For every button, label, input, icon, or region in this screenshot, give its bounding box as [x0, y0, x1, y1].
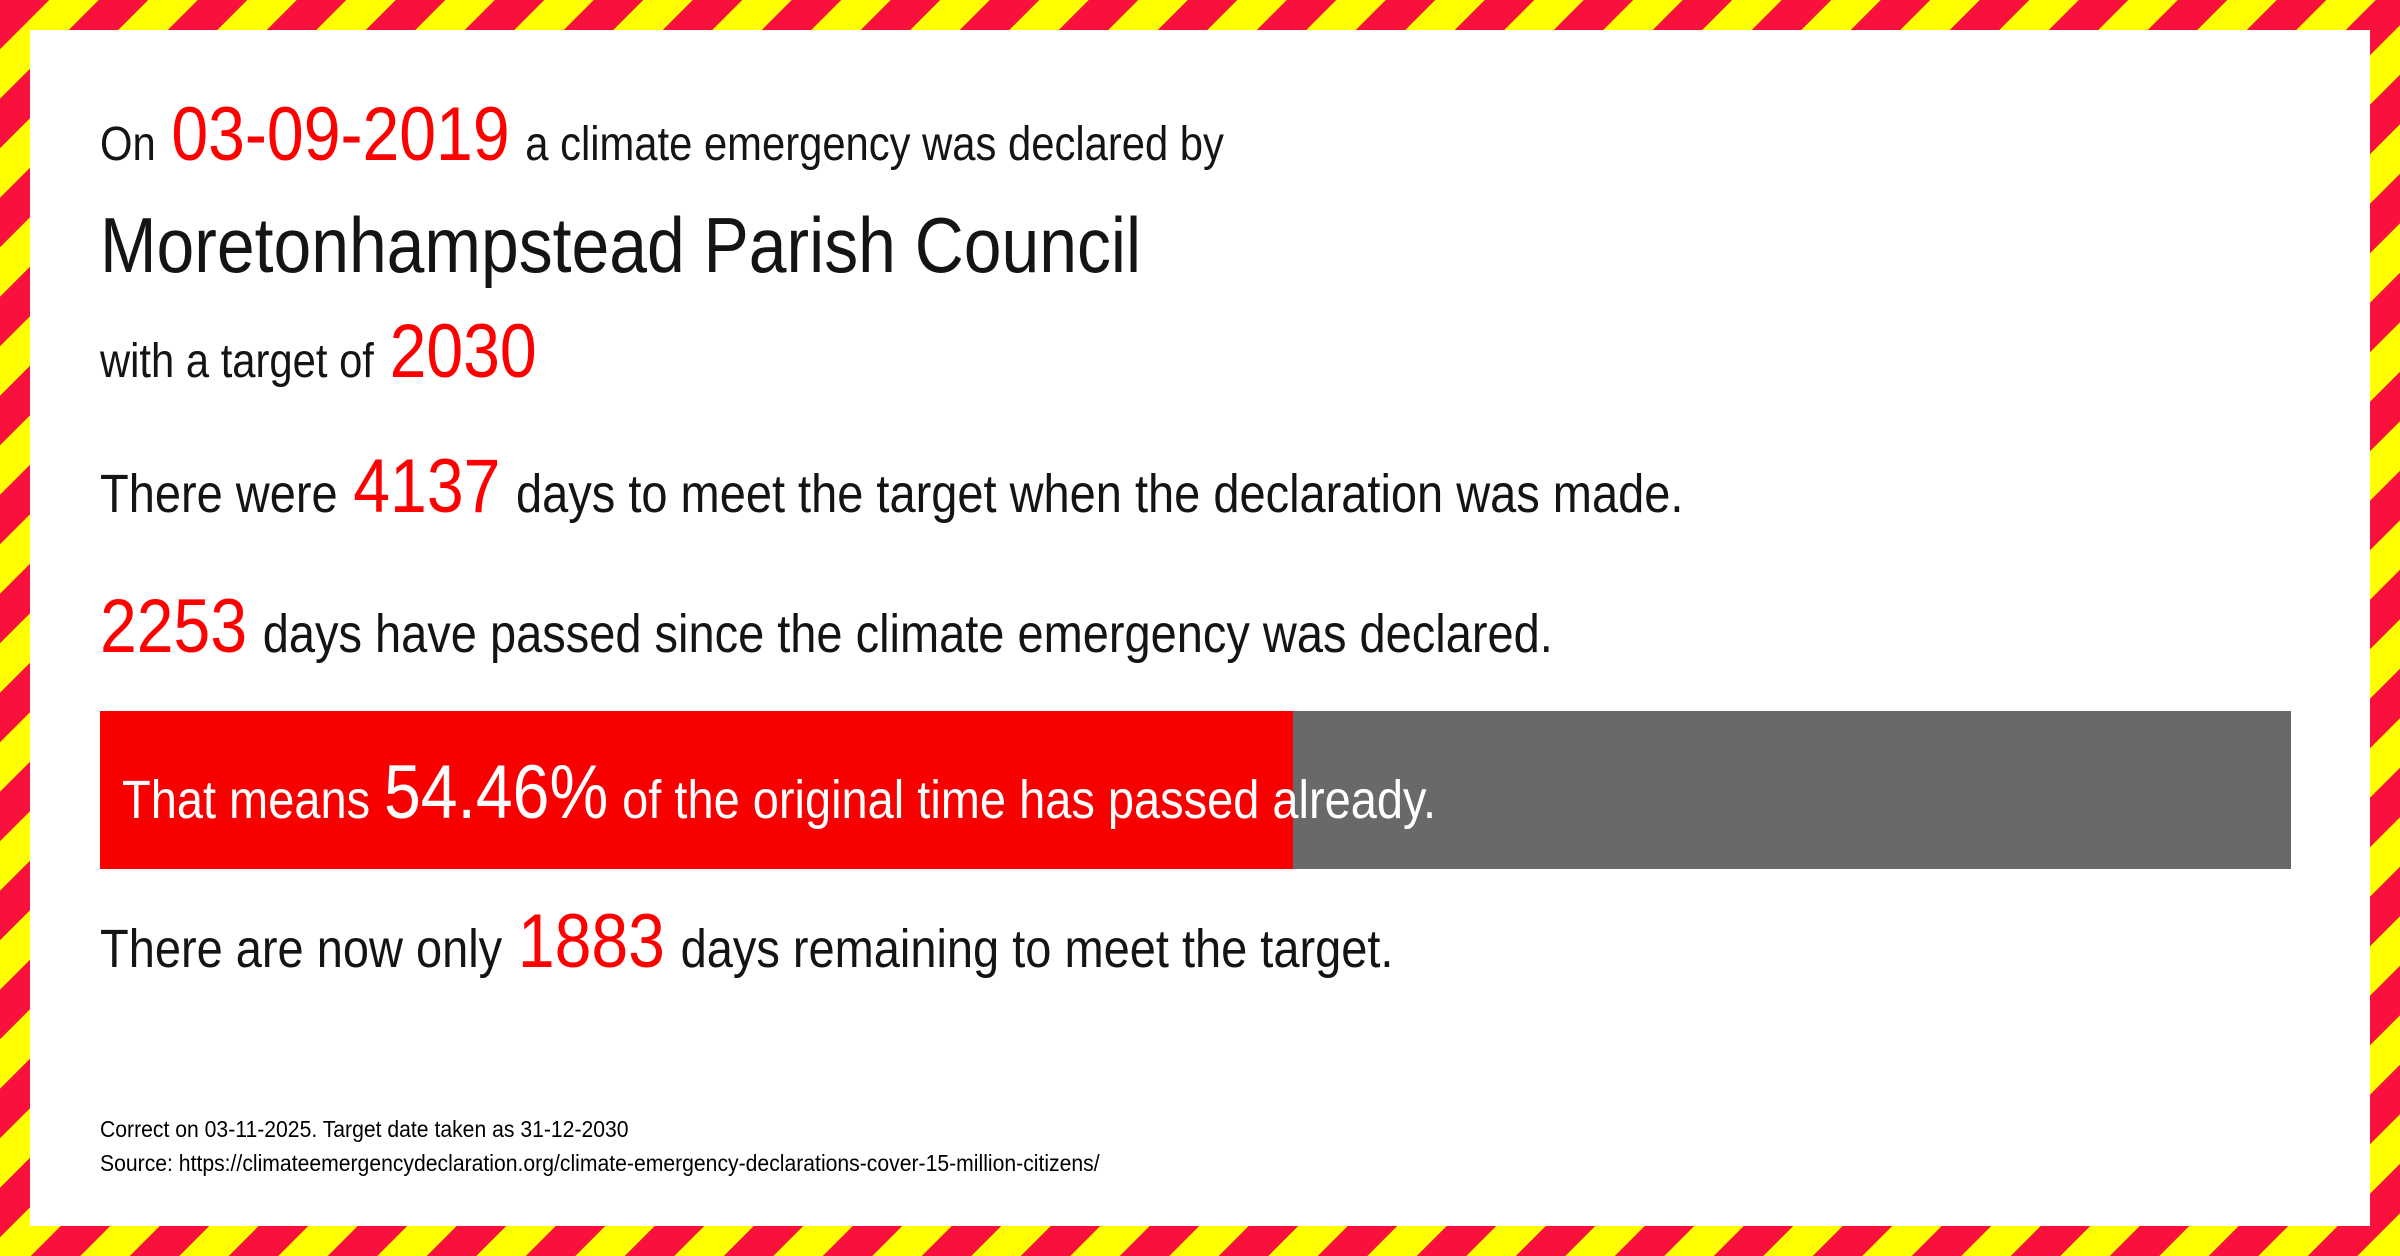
declaration-line: On 03-09-2019 a climate emergency was de…: [100, 97, 1224, 173]
days-remaining-suffix: days remaining to meet the target.: [680, 919, 1394, 979]
target-line: with a target of 2030: [100, 314, 537, 390]
days-passed-line: 2253 days have passed since the climate …: [100, 589, 1553, 665]
target-year: 2030: [389, 309, 537, 394]
days-total-prefix: There were: [100, 464, 338, 524]
progress-label: That means 54.46% of the original time h…: [122, 755, 1436, 831]
declaration-suffix: a climate emergency was declared by: [525, 118, 1224, 171]
declaration-prefix: On: [100, 118, 156, 171]
days-remaining-value: 1883: [517, 899, 665, 984]
declaration-date: 03-09-2019: [171, 92, 510, 177]
progress-bar-track: That means 54.46% of the original time h…: [100, 711, 2291, 869]
progress-suffix: of the original time has passed already.: [622, 770, 1437, 830]
days-remaining-prefix: There are now only: [100, 919, 503, 979]
days-total-suffix: days to meet the target when the declara…: [516, 464, 1684, 524]
footer-notes: Correct on 03-11-2025. Target date taken…: [100, 1112, 1100, 1180]
days-passed-value: 2253: [100, 584, 248, 669]
council-name: Moretonhampstead Parish Council: [100, 201, 1142, 289]
days-passed-suffix: days have passed since the climate emerg…: [262, 604, 1553, 664]
days-total-line: There were 4137 days to meet the target …: [100, 449, 1683, 525]
progress-percent: 54.46%: [383, 750, 609, 835]
content-panel: On 03-09-2019 a climate emergency was de…: [30, 30, 2370, 1226]
council-name-line: Moretonhampstead Parish Council: [100, 206, 1141, 284]
days-total-value: 4137: [353, 444, 501, 529]
progress-bar-fill: [100, 711, 1294, 869]
days-remaining-line: There are now only 1883 days remaining t…: [100, 904, 1393, 980]
footer-source-note: Source: https://climateemergencydeclarat…: [100, 1150, 1100, 1176]
target-prefix: with a target of: [100, 335, 374, 388]
progress-prefix: That means: [122, 770, 371, 830]
footer-correct-note: Correct on 03-11-2025. Target date taken…: [100, 1116, 629, 1142]
